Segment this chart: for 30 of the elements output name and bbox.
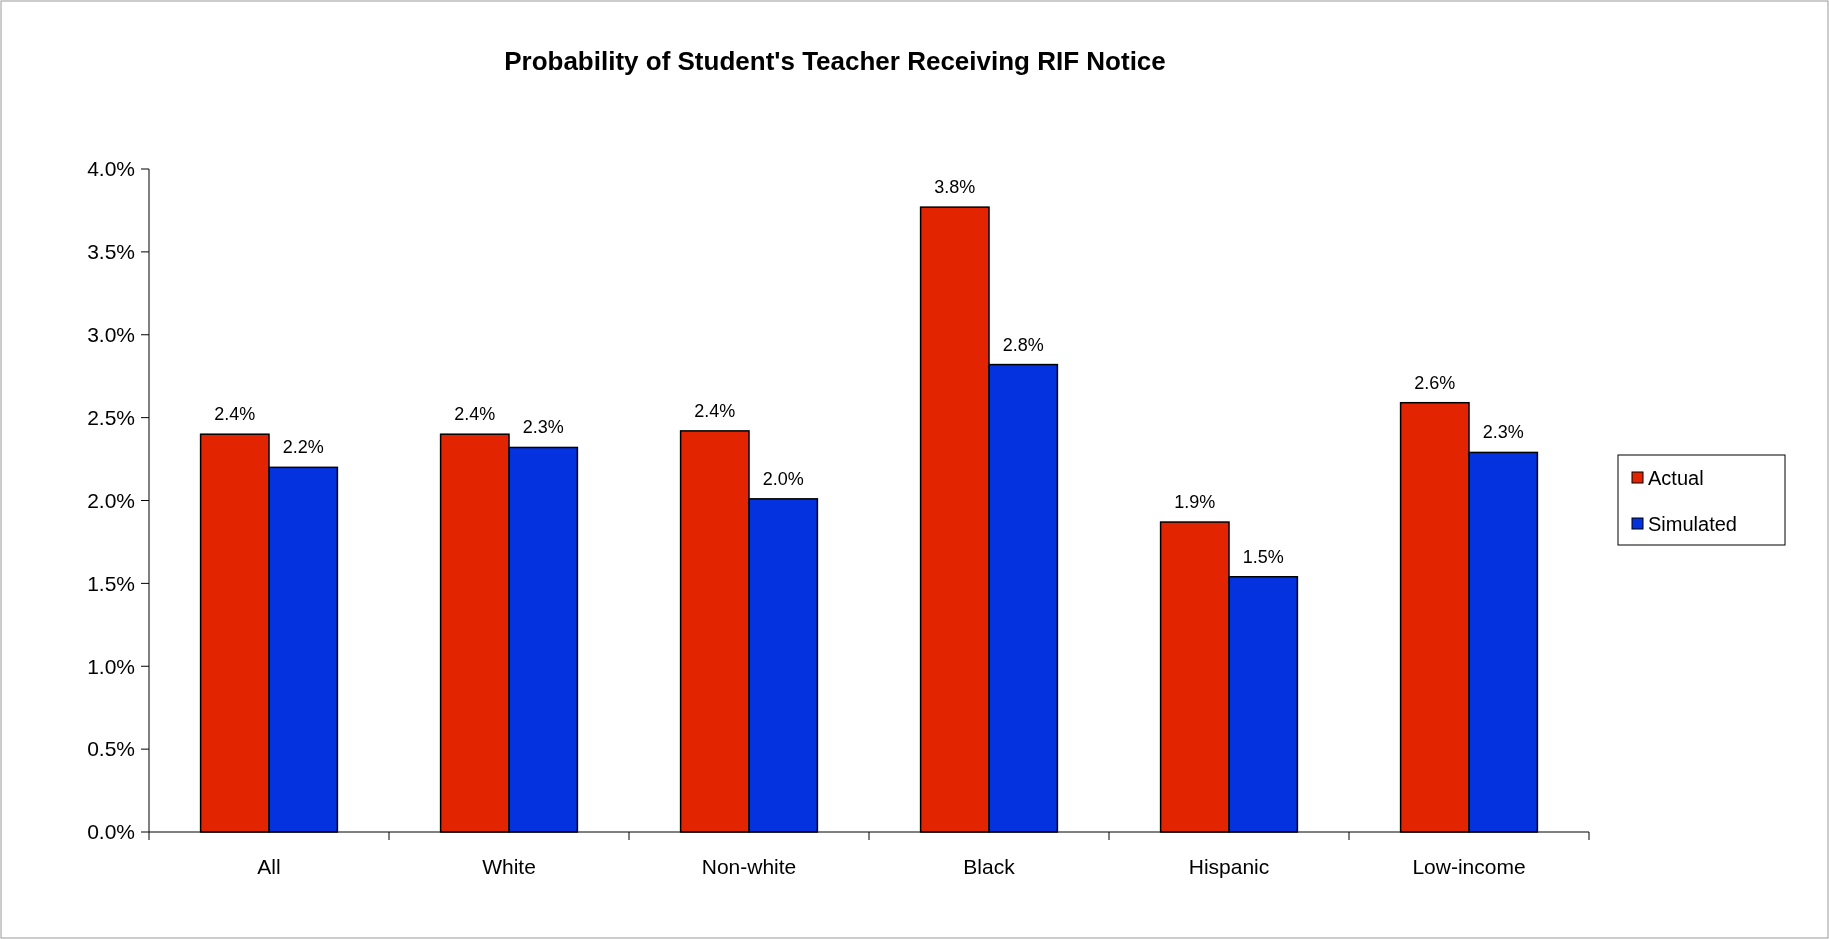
chart-title: Probability of Student's Teacher Receiving RIF Notice — [504, 46, 1166, 76]
data-label: 2.2% — [282, 437, 324, 458]
data-label: 2.3% — [522, 417, 564, 438]
data-label: 2.6% — [1414, 372, 1456, 393]
x-tick-label: Low-income — [1412, 855, 1526, 878]
x-tick-label: White — [482, 855, 536, 878]
y-tick-label: 2.5% — [87, 405, 135, 429]
legend-label: Actual — [1648, 467, 1704, 489]
data-label: 1.9% — [1174, 492, 1216, 513]
y-tick-label: 0.0% — [87, 820, 135, 844]
y-tick-label: 1.5% — [87, 571, 135, 595]
legend-label: Simulated — [1648, 513, 1737, 535]
y-tick-label: 3.5% — [87, 240, 135, 264]
data-label: 3.8% — [934, 177, 976, 198]
y-tick-label: 3.0% — [87, 323, 135, 347]
data-label: 2.4% — [214, 404, 256, 425]
data-label: 2.3% — [1482, 422, 1524, 443]
y-tick-label: 4.0% — [87, 157, 135, 181]
x-tick-label: Hispanic — [1188, 855, 1270, 878]
x-tick-label: Non-white — [701, 855, 797, 878]
y-tick-label: 0.5% — [87, 737, 135, 761]
data-label: 2.4% — [454, 404, 496, 425]
x-tick-label: Black — [963, 855, 1016, 878]
data-label: 2.4% — [694, 400, 736, 421]
data-label: 2.0% — [762, 468, 804, 489]
data-label: 1.5% — [1242, 546, 1284, 567]
x-tick-label: All — [257, 855, 281, 878]
data-label: 2.8% — [1002, 334, 1044, 355]
y-tick-label: 1.0% — [87, 654, 135, 678]
y-tick-label: 2.0% — [87, 488, 135, 512]
